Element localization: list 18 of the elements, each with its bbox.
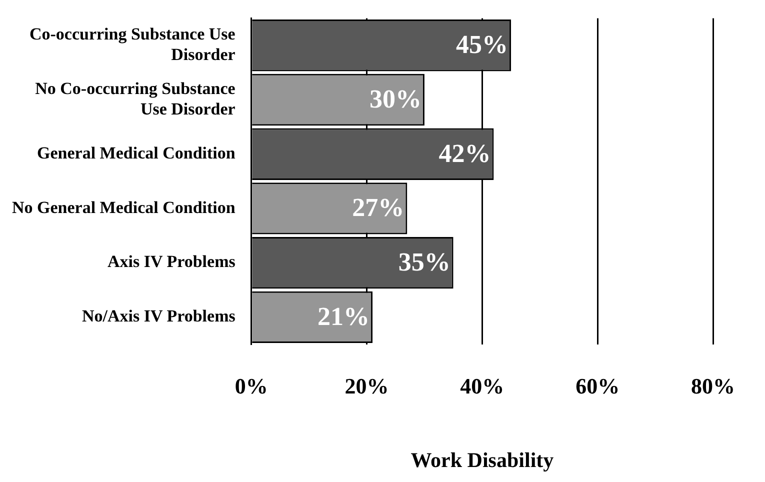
- data-label: 30%: [369, 84, 422, 114]
- x-tick-label: 20%: [344, 373, 389, 398]
- y-tick-label: No Co-occurring Substance Use Disorder: [35, 78, 236, 118]
- y-tick-label: Co-occurring Substance Use Disorder: [29, 24, 236, 64]
- data-label: 42%: [438, 138, 491, 168]
- x-tick-label: 0%: [234, 373, 268, 398]
- y-tick-label: No/Axis IV Problems: [82, 306, 236, 326]
- y-tick-label: Axis IV Problems: [108, 252, 236, 272]
- data-label: 27%: [352, 193, 404, 222]
- x-tick-label: 80%: [691, 373, 735, 398]
- data-label: 35%: [398, 248, 450, 277]
- y-tick-label: No General Medical Condition: [12, 198, 236, 217]
- y-tick-label: General Medical Condition: [37, 144, 236, 163]
- x-axis-title: Work Disability: [410, 448, 554, 472]
- x-tick-label: 60%: [576, 373, 620, 398]
- data-label: 45%: [456, 30, 508, 60]
- data-label: 21%: [318, 302, 370, 331]
- x-tick-label: 40%: [460, 373, 504, 398]
